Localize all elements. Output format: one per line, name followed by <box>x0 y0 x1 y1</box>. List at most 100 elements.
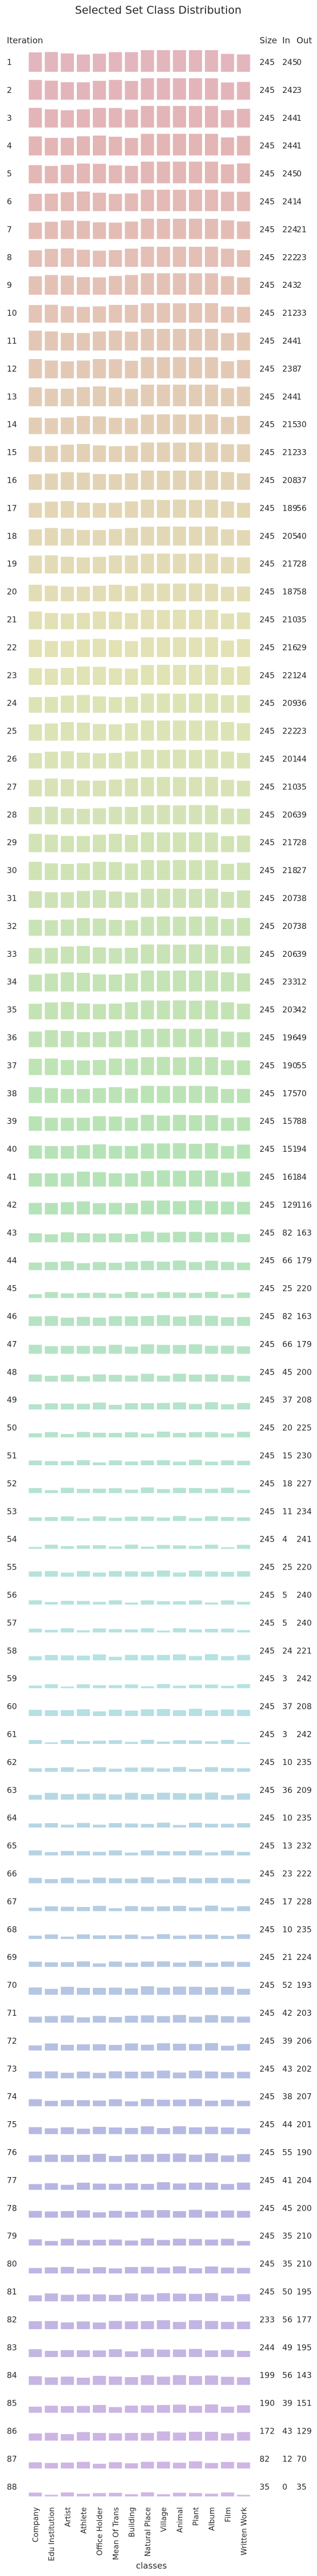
iteration-label: 71 <box>7 2009 17 2018</box>
out-cell: 94 <box>297 1145 307 1154</box>
iteration-label: 1 <box>7 58 12 67</box>
size-cell: 245 <box>260 616 275 625</box>
class-bar <box>188 2016 203 2023</box>
class-bar <box>125 1058 138 1075</box>
out-cell: 70 <box>297 1089 307 1098</box>
class-bar <box>205 1792 219 1800</box>
class-bar <box>188 944 203 964</box>
class-bar <box>188 2044 203 2051</box>
class-bar <box>157 2349 170 2357</box>
class-bar <box>205 1571 219 1577</box>
class-bar <box>60 1487 74 1493</box>
size-cell: 245 <box>260 1786 275 1795</box>
class-bar <box>172 1029 186 1047</box>
out-cell: 129 <box>297 2427 312 2436</box>
class-bar <box>221 1118 234 1131</box>
class-bar <box>44 1684 58 1689</box>
class-bar <box>188 1850 203 1856</box>
class-bar <box>76 415 90 434</box>
class-bar <box>76 82 90 100</box>
class-bar <box>60 919 74 936</box>
class-bar <box>44 1742 58 1744</box>
class-bar <box>237 1089 250 1103</box>
class-bar <box>76 1741 90 1744</box>
iteration-label: 35 <box>7 1006 17 1015</box>
class-bar <box>221 1935 234 1939</box>
iteration-label: 82 <box>7 2316 17 2325</box>
in-cell: 38 <box>282 2093 293 2102</box>
class-bar <box>205 526 219 546</box>
class-bar <box>188 105 203 128</box>
class-bar <box>125 2293 138 2301</box>
class-bar <box>76 1460 90 1465</box>
in-cell: 35 <box>282 2260 293 2269</box>
class-bar <box>188 1344 203 1354</box>
iteration-label: 24 <box>7 699 17 708</box>
class-bar <box>221 276 234 295</box>
class-bar <box>60 2127 74 2134</box>
class-bar <box>205 2266 219 2274</box>
class-bar <box>44 751 58 769</box>
in-cell: 41 <box>282 2176 293 2185</box>
class-bar <box>44 2463 58 2469</box>
class-bar <box>188 971 203 992</box>
class-bar <box>188 1546 203 1549</box>
class-bar <box>237 2377 250 2385</box>
class-bar <box>76 529 90 546</box>
class-bar <box>109 2127 122 2134</box>
class-bar <box>205 470 219 490</box>
class-bar <box>141 357 154 378</box>
iteration-label: 61 <box>7 1730 17 1739</box>
size-cell: 245 <box>260 727 275 736</box>
class-bar <box>28 2239 42 2246</box>
class-bar <box>237 586 250 602</box>
class-bar <box>76 1684 90 1689</box>
iteration-label: 9 <box>7 281 12 290</box>
class-bar <box>157 944 170 964</box>
class-bar <box>60 445 74 462</box>
iteration-row: 74 245 38 207 <box>7 2093 312 2106</box>
class-bar <box>237 1852 250 1856</box>
class-bar <box>28 1173 42 1187</box>
class-bar <box>125 446 138 462</box>
iteration-label: 25 <box>7 727 17 736</box>
class-bar <box>60 1572 74 1577</box>
class-bar <box>125 2211 138 2218</box>
class-bar <box>60 192 74 211</box>
iteration-row: 83 244 49 195 <box>7 2343 312 2357</box>
class-bar <box>44 1203 58 1214</box>
class-bar <box>44 193 58 211</box>
class-bar <box>237 81 250 100</box>
size-cell: 172 <box>260 2427 275 2436</box>
class-bar <box>205 161 219 184</box>
class-bar <box>28 250 42 267</box>
class-bar <box>237 1962 250 1967</box>
class-bar <box>60 1767 74 1772</box>
class-bar <box>125 52 138 72</box>
class-bar <box>141 2375 154 2385</box>
class-bar <box>125 1544 138 1549</box>
class-bar <box>93 2073 106 2078</box>
class-bar <box>141 1171 154 1187</box>
class-bar <box>188 470 203 490</box>
iteration-row: 60 245 37 208 <box>7 1702 312 1717</box>
class-bar <box>28 529 42 546</box>
class-bar <box>205 1315 219 1326</box>
class-bar <box>28 1404 42 1410</box>
class-bar <box>221 1433 234 1438</box>
class-bar <box>172 749 186 769</box>
class-bar <box>157 329 170 350</box>
class-bar <box>109 1294 122 1298</box>
size-cell: 245 <box>260 1953 275 1962</box>
x-tick-label: Album <box>208 2507 217 2531</box>
out-cell: 38 <box>297 894 307 903</box>
class-bar <box>44 2016 58 2023</box>
class-bar <box>205 2239 219 2246</box>
class-bar <box>60 835 74 853</box>
class-bar <box>188 247 203 267</box>
class-bar <box>76 639 90 657</box>
class-bar <box>109 418 122 434</box>
class-bar <box>125 501 138 518</box>
iteration-label: 16 <box>7 476 17 486</box>
